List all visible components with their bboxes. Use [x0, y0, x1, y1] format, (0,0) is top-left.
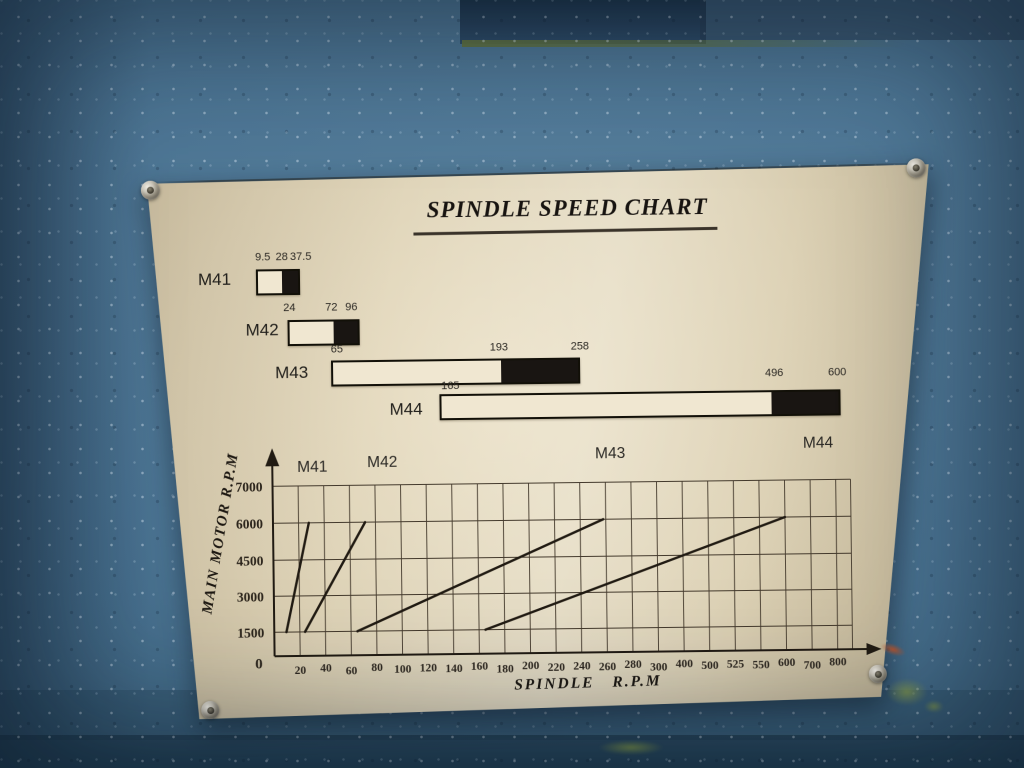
gear-range-bar	[439, 389, 841, 421]
screw	[201, 700, 220, 720]
background-shade	[700, 0, 1024, 40]
machine-top-panel-green-edge	[462, 40, 908, 47]
screw	[140, 180, 161, 200]
screw	[906, 158, 926, 178]
extended-range-segment	[771, 391, 839, 415]
screw	[868, 664, 887, 684]
machine-top-panel	[460, 0, 706, 44]
direct-range-segment	[441, 392, 772, 419]
gear-range-label: M44	[389, 399, 423, 419]
background-shade	[0, 0, 150, 768]
spindle-speed-chart-plate: SPINDLE SPEED CHART M41 9.5 28 37.5 M42 …	[140, 158, 936, 720]
gear-range-tick: 165	[441, 379, 460, 393]
machine-bottom-edge	[0, 735, 1024, 768]
gear-range-tick: 600	[827, 366, 847, 379]
gear-range-m44: M44 165 496 600	[147, 164, 936, 720]
gear-range-tick: 496	[764, 367, 784, 380]
